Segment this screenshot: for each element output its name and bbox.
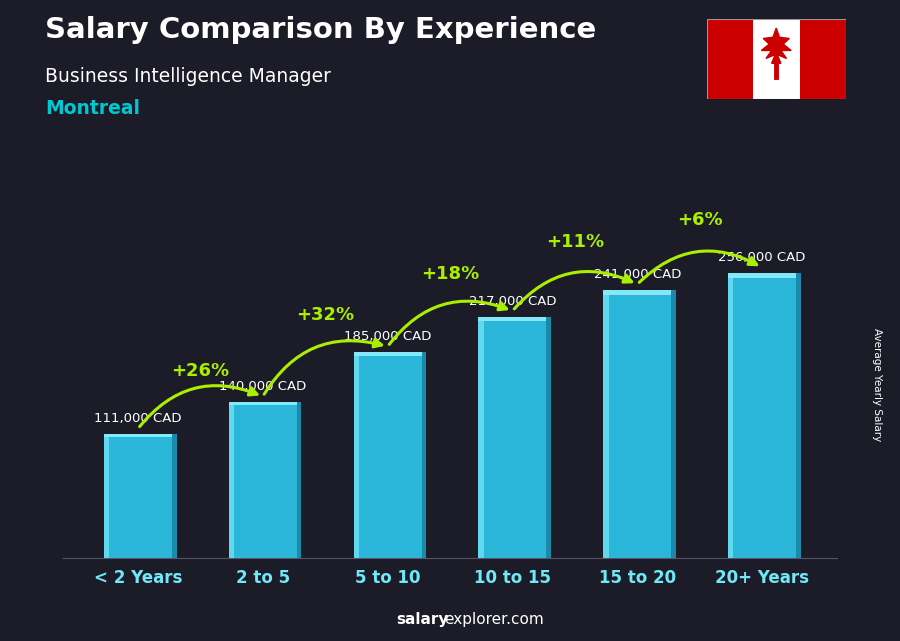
Bar [795,273,801,558]
Text: salary: salary [396,612,448,627]
Bar [799,19,846,99]
Bar [603,290,608,558]
Bar [479,317,546,321]
Text: 111,000 CAD: 111,000 CAD [94,412,182,426]
Bar [670,290,676,558]
Bar [229,402,297,405]
Bar [104,435,109,558]
Text: Business Intelligence Manager: Business Intelligence Manager [45,67,331,87]
Bar [728,273,733,558]
Text: 185,000 CAD: 185,000 CAD [344,330,431,343]
Bar [354,352,421,558]
Bar [295,402,302,558]
Text: explorer.com: explorer.com [444,612,544,627]
Bar [229,402,234,558]
Text: +18%: +18% [421,265,479,283]
Bar [354,352,421,356]
Bar [420,352,427,558]
Bar [603,290,671,295]
Bar [479,317,546,558]
Text: 140,000 CAD: 140,000 CAD [219,380,306,393]
Bar [753,19,799,99]
Text: Montreal: Montreal [45,99,140,119]
Bar [603,290,671,558]
Bar [229,402,297,558]
Bar [104,435,172,437]
Bar [728,273,796,278]
Text: Average Yearly Salary: Average Yearly Salary [872,328,883,441]
Bar [354,352,359,558]
Text: 241,000 CAD: 241,000 CAD [594,268,681,281]
Text: Salary Comparison By Experience: Salary Comparison By Experience [45,16,596,44]
Bar [706,19,753,99]
Bar [104,435,172,558]
Polygon shape [761,28,791,63]
Text: +26%: +26% [171,362,230,380]
Text: +32%: +32% [296,306,355,324]
Text: +11%: +11% [545,233,604,251]
Text: +6%: +6% [677,211,723,229]
Bar [728,273,796,558]
Bar [544,317,551,558]
Bar [170,435,176,558]
Bar [479,317,484,558]
Text: 217,000 CAD: 217,000 CAD [469,295,556,308]
Text: 256,000 CAD: 256,000 CAD [718,251,806,264]
